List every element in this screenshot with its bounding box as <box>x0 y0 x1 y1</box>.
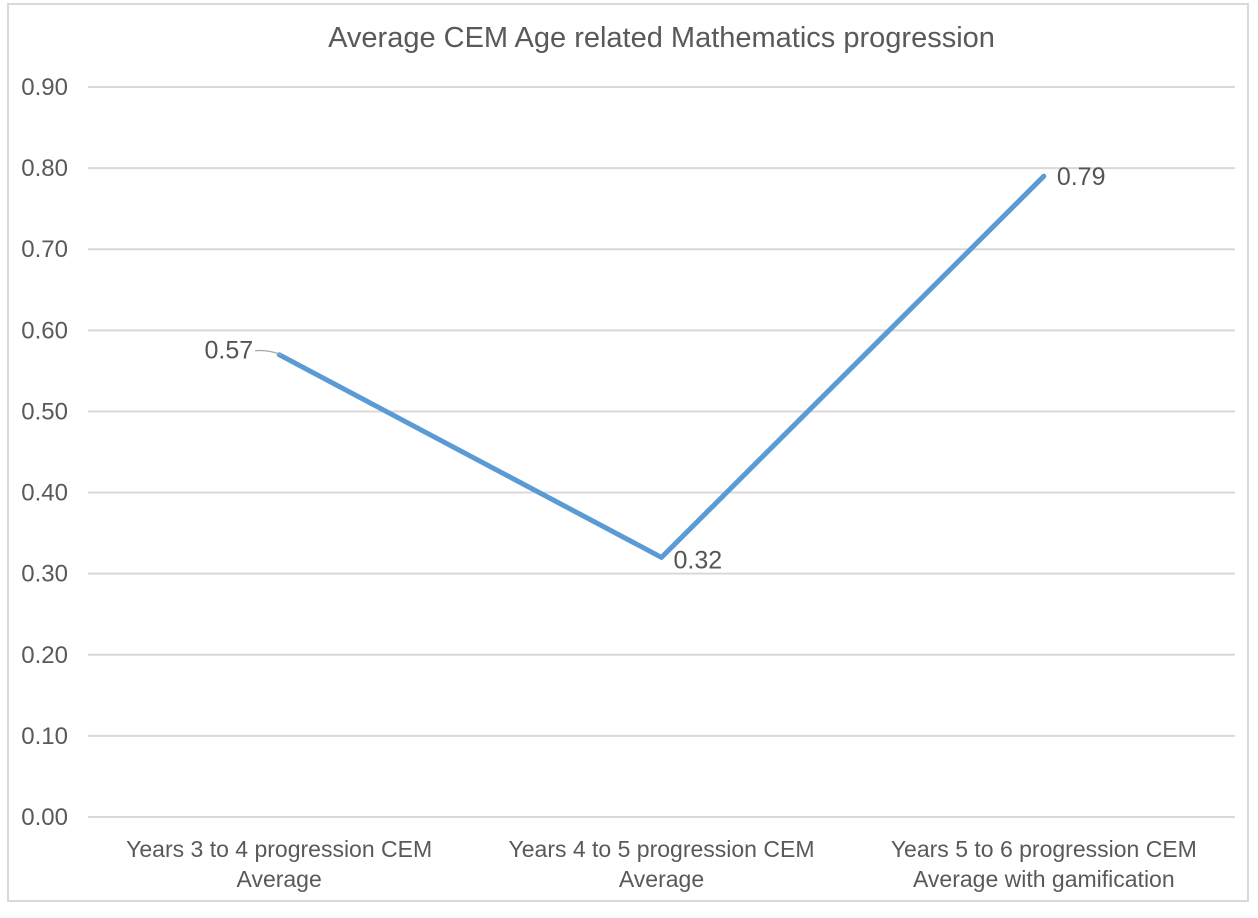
data-label: 0.79 <box>1057 163 1106 191</box>
y-axis-tick-label: 0.30 <box>21 561 68 588</box>
y-axis-tick-label: 0.60 <box>21 317 68 344</box>
y-axis-tick-label: 0.90 <box>21 74 68 101</box>
y-axis-tick-label: 0.50 <box>21 398 68 425</box>
chart-title: Average CEM Age related Mathematics prog… <box>328 22 995 54</box>
y-axis-tick-labels-group: 0.00 0.10 0.20 0.30 0.40 0.50 0.60 0.70 0.80 0.90 <box>21 74 68 831</box>
y-axis-tick-label: 0.80 <box>21 155 68 182</box>
y-axis-tick-label: 0.10 <box>21 723 68 750</box>
chart-frame <box>7 3 1249 902</box>
data-label: 0.57 <box>204 337 253 365</box>
series-line <box>276 173 1047 560</box>
y-axis-tick-label: 0.00 <box>21 804 68 831</box>
series-group <box>276 173 1047 560</box>
data-labels-group: 0.57 0.32 0.79 <box>204 163 1105 574</box>
gridlines-group <box>88 86 1235 818</box>
y-axis-tick-label: 0.40 <box>21 480 68 507</box>
data-label: 0.32 <box>674 546 723 574</box>
y-axis-tick-label: 0.20 <box>21 642 68 669</box>
y-axis-tick-label: 0.70 <box>21 236 68 263</box>
data-label-leader-line <box>255 349 282 356</box>
